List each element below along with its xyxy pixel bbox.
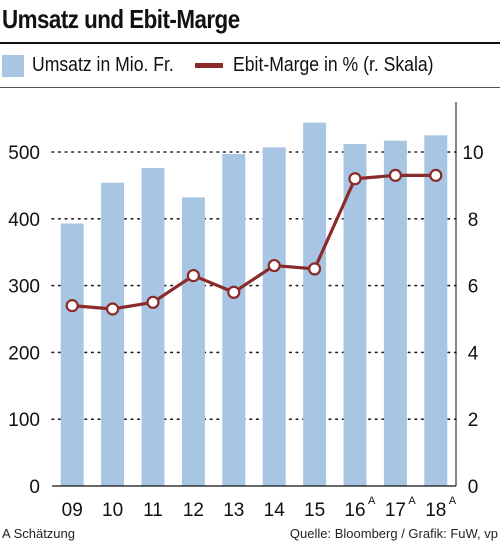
x-tick-label: 15 [304, 500, 325, 520]
y-left-tick-label: 0 [29, 477, 40, 498]
bar-13 [222, 154, 246, 486]
y-left-tick-label: 500 [8, 143, 40, 164]
chart-title: Umsatz und Ebit-Marge [2, 4, 240, 34]
legend-item-line: Ebit-Marge in % (r. Skala) [195, 54, 461, 77]
bar-11 [141, 168, 165, 487]
ebit-point-11 [146, 295, 160, 309]
bar-10 [101, 182, 125, 486]
y-left-tick-label: 200 [8, 343, 40, 364]
x-tick-label: 11 [143, 500, 163, 520]
y-right-tick-label: 0 [468, 477, 479, 498]
bar-09 [60, 223, 84, 486]
y-right-tick-label: 2 [468, 410, 479, 431]
x-tick-superscript: A [449, 495, 457, 507]
ebit-point-15 [308, 262, 322, 276]
y-left-tick-label: 100 [8, 410, 40, 431]
x-tick-label: 17 [385, 500, 406, 520]
ebit-point-14 [267, 258, 281, 273]
x-tick-label: 13 [223, 500, 244, 520]
bar-15 [303, 122, 327, 486]
bar-12 [181, 197, 205, 486]
bar-14 [262, 147, 286, 486]
legend-rule [0, 87, 500, 88]
title-rule [0, 42, 500, 44]
ebit-point-17 [388, 168, 402, 182]
x-tick-superscript: A [368, 495, 376, 507]
y-right-tick-label: 6 [468, 277, 479, 298]
footnote: A Schätzung [2, 526, 75, 541]
legend-line-label: Ebit-Marge in % (r. Skala) [233, 54, 434, 76]
legend: Umsatz in Mio. Fr. Ebit-Marge in % (r. S… [0, 46, 500, 86]
bar-17 [383, 140, 407, 487]
bar-16 [343, 143, 367, 486]
x-tick-label: 16 [344, 500, 365, 520]
ebit-point-12 [186, 268, 200, 283]
y-right-tick-label: 10 [462, 143, 483, 164]
x-tick-label: 18 [425, 500, 446, 520]
x-tick-label: 14 [264, 500, 286, 520]
y-right-tick-label: 4 [468, 343, 479, 364]
ebit-point-16 [348, 172, 362, 186]
legend-bars-label: Umsatz in Mio. Fr. [32, 54, 174, 76]
x-tick-label: 12 [183, 500, 204, 520]
ebit-point-09 [65, 299, 79, 313]
legend-item-bars: Umsatz in Mio. Fr. [2, 54, 193, 77]
legend-bar-swatch [2, 54, 24, 77]
x-tick-label: 09 [62, 500, 83, 520]
legend-line-swatch [195, 63, 223, 68]
bar-18 [424, 135, 448, 487]
ebit-point-10 [105, 302, 120, 316]
source-note: Quelle: Bloomberg / Grafik: FuW, vp [289, 526, 498, 541]
ebit-point-18 [429, 168, 443, 182]
y-right-tick-label: 8 [468, 210, 479, 231]
ebit-point-13 [227, 285, 241, 299]
ebit-margin-line [72, 173, 436, 311]
y-left-tick-label: 400 [8, 210, 40, 231]
x-tick-label: 10 [102, 500, 123, 520]
y-left-tick-label: 300 [8, 277, 40, 298]
x-tick-superscript: A [408, 495, 416, 507]
